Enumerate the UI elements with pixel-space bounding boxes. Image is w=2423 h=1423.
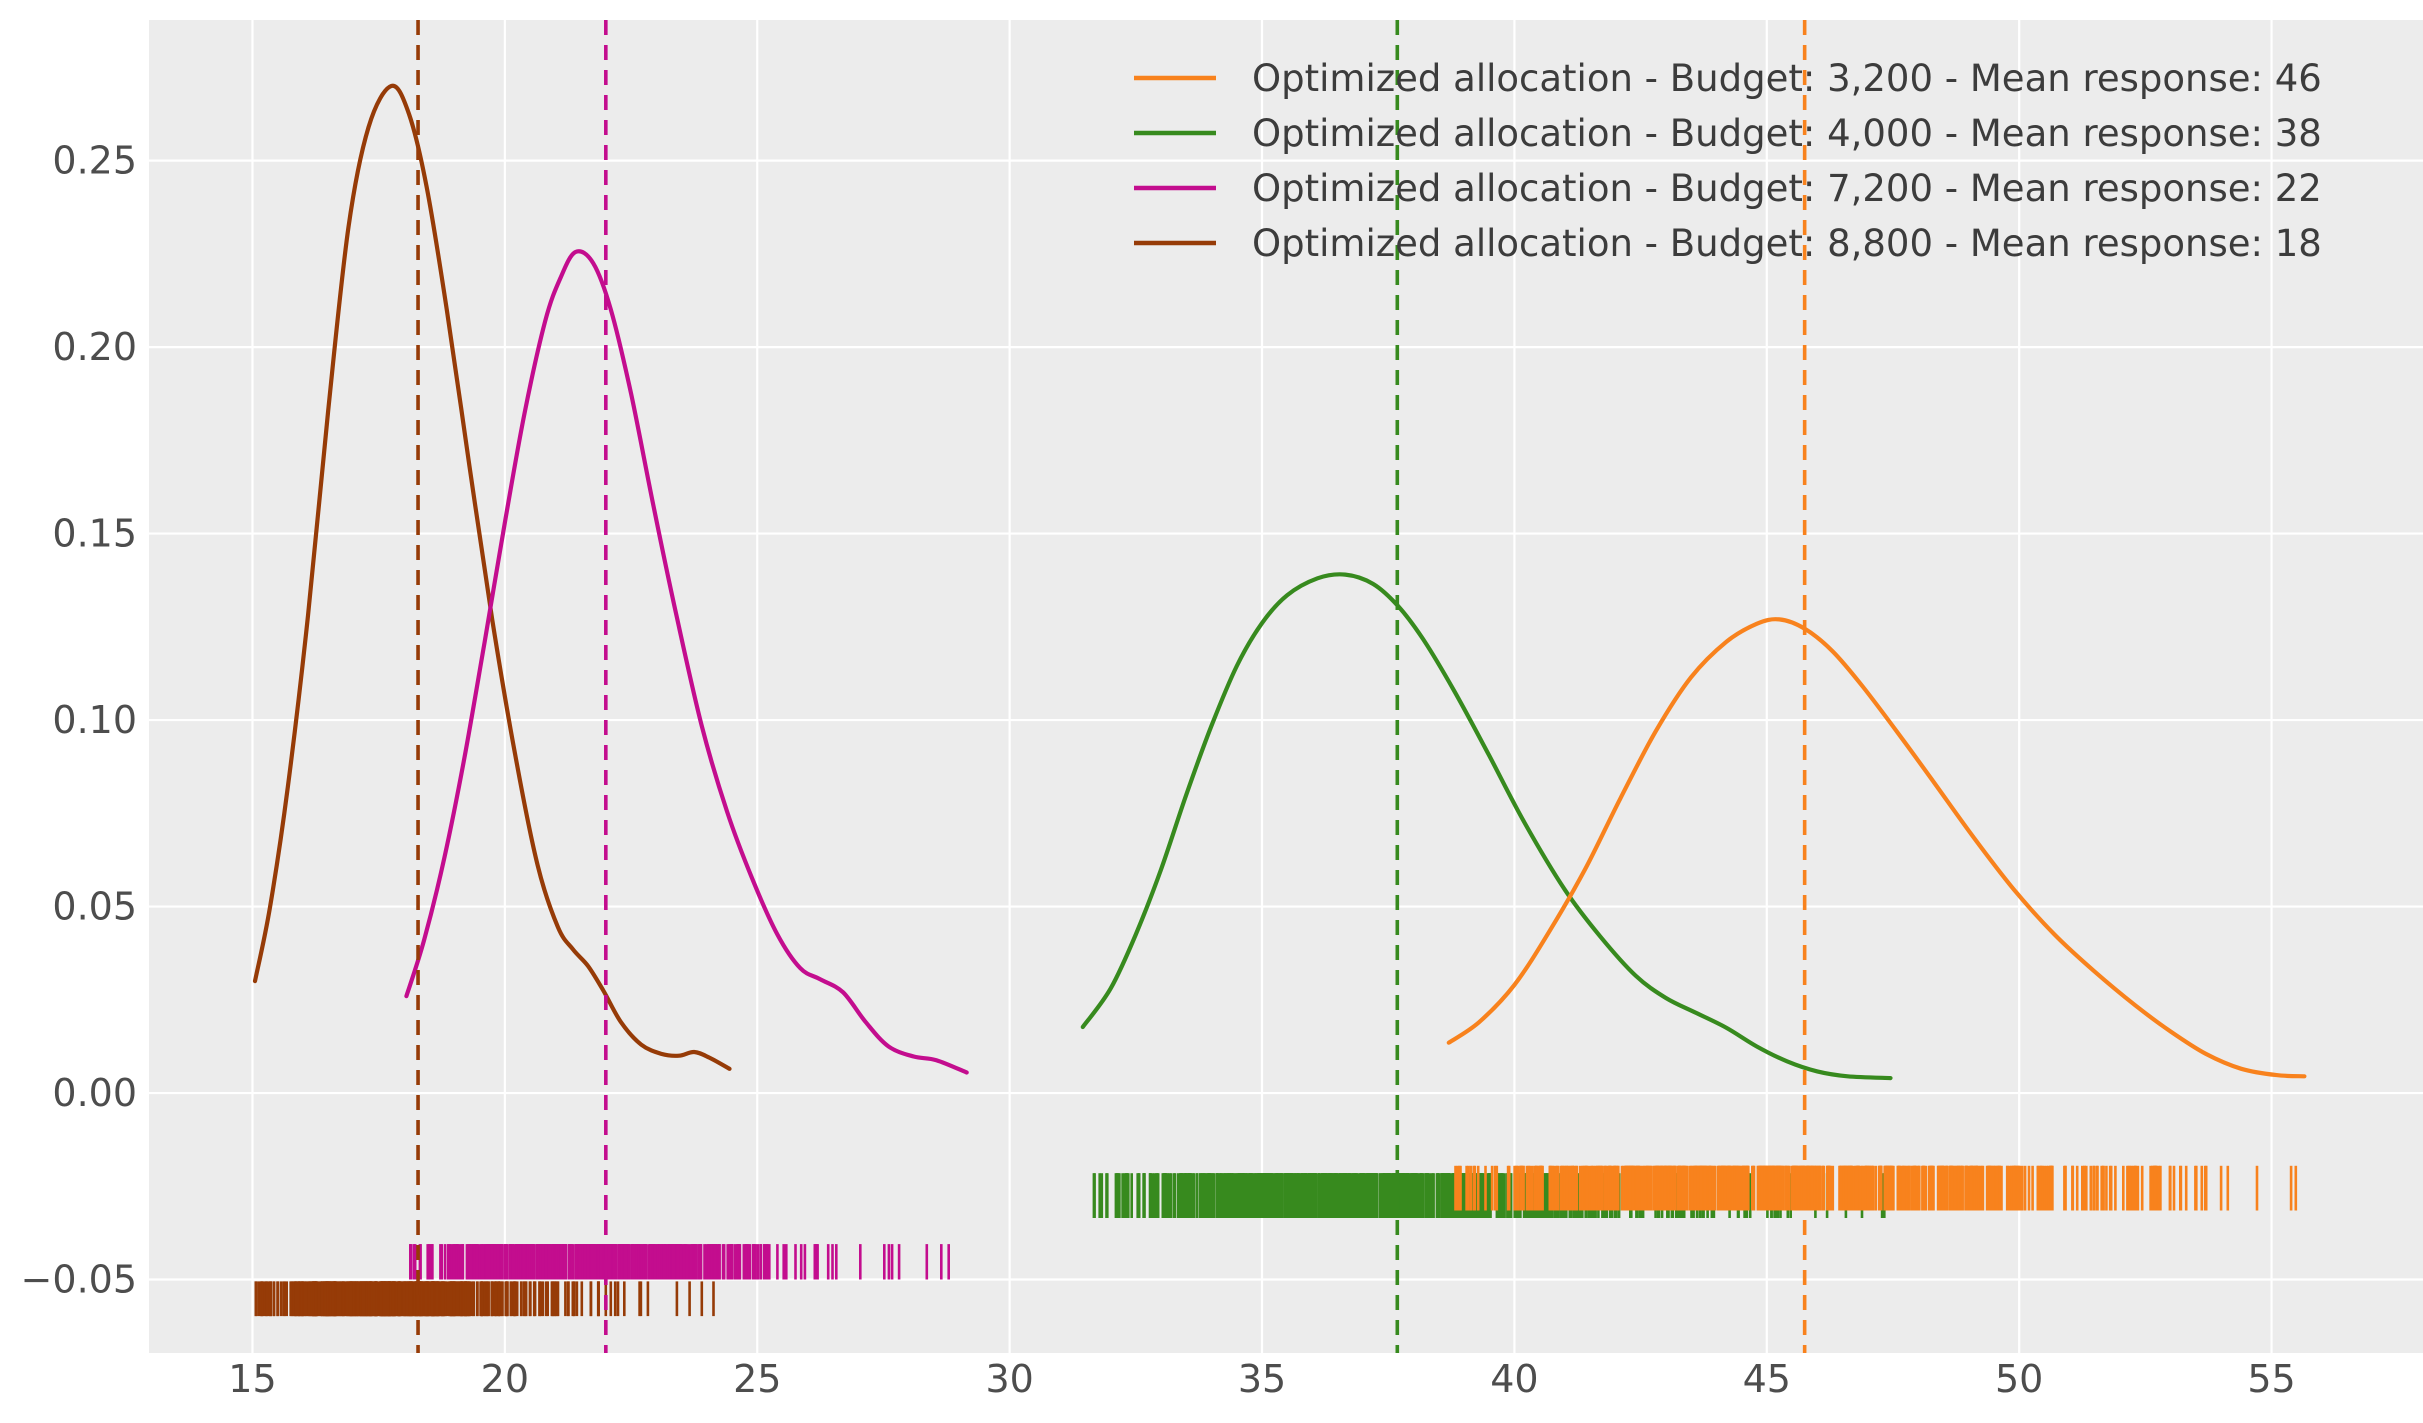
legend-label: Optimized allocation - Budget: 7,200 - M… (1252, 167, 2322, 210)
kde-curve (1080, 572, 1893, 1081)
rug-marks (1454, 1165, 2298, 1211)
x-tick-label: 15 (228, 1357, 276, 1401)
kde-curve (404, 249, 969, 1075)
y-tick-label: 0.00 (52, 1071, 137, 1115)
plot-area (149, 20, 2423, 1353)
y-tick-label: 0.25 (52, 139, 137, 183)
legend-entry: Optimized allocation - Budget: 8,800 - M… (1134, 222, 2322, 265)
rug-marks (1092, 1173, 1886, 1218)
y-tick-label: −0.05 (21, 1258, 137, 1302)
legend-entry: Optimized allocation - Budget: 4,000 - M… (1134, 112, 2322, 155)
legend-label: Optimized allocation - Budget: 8,800 - M… (1252, 222, 2322, 265)
x-tick-label: 35 (1238, 1357, 1286, 1401)
x-tick-label: 45 (1743, 1357, 1791, 1401)
legend-label: Optimized allocation - Budget: 4,000 - M… (1252, 112, 2322, 155)
y-tick-label: 0.05 (52, 885, 137, 929)
y-tick-label: 0.15 (52, 512, 137, 556)
y-tick-label: 0.10 (52, 698, 137, 742)
x-tick-label: 50 (1995, 1357, 2043, 1401)
x-tick-label: 25 (733, 1357, 781, 1401)
legend-entry: Optimized allocation - Budget: 7,200 - M… (1134, 167, 2322, 210)
rug-marks (254, 1281, 715, 1317)
x-tick-label: 20 (481, 1357, 529, 1401)
kde-curve (252, 83, 732, 1071)
x-tick-label: 30 (985, 1357, 1033, 1401)
y-tick-label: 0.20 (52, 325, 137, 369)
kde-curve (1446, 617, 2307, 1079)
x-tick-label: 55 (2247, 1357, 2295, 1401)
legend-label: Optimized allocation - Budget: 3,200 - M… (1252, 57, 2322, 100)
legend-entry: Optimized allocation - Budget: 3,200 - M… (1134, 57, 2322, 100)
x-tick-label: 40 (1490, 1357, 1538, 1401)
rug-marks (408, 1244, 951, 1280)
